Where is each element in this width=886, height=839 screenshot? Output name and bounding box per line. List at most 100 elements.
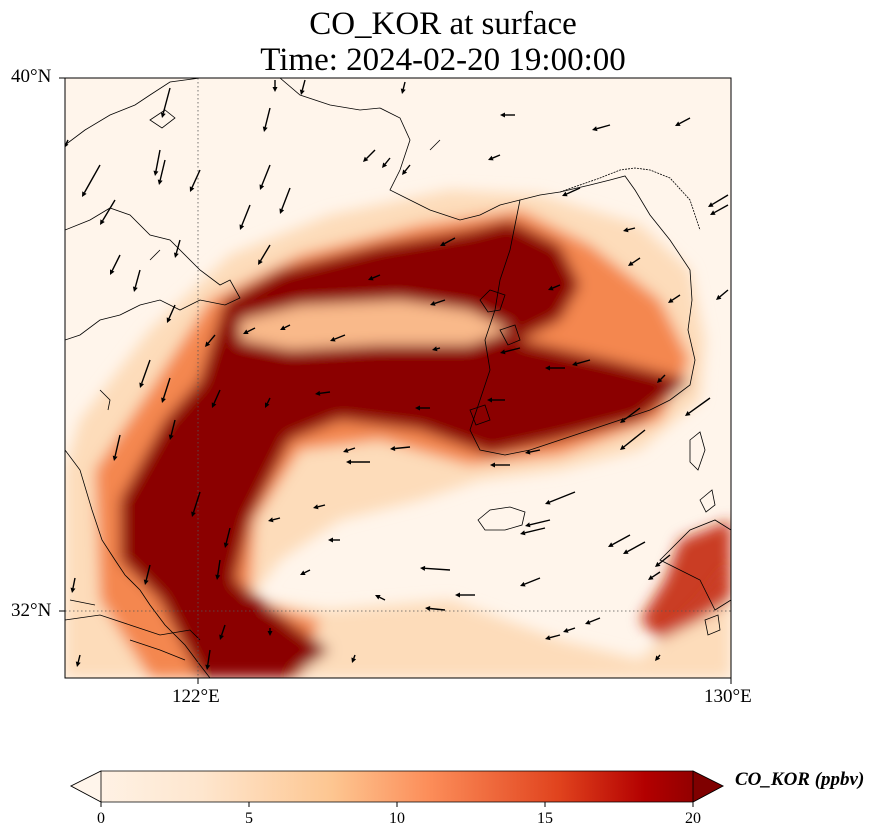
wind-vector [589, 617, 601, 623]
map-subtitle-time: Time: 2024-02-20 19:00:00 [260, 42, 626, 78]
wind-vector-head [346, 459, 351, 465]
wind-vector-head [157, 179, 163, 185]
wind-vector-head [110, 269, 115, 275]
wind-vector [281, 187, 291, 210]
map-frame [64, 77, 732, 679]
wind-vector [159, 159, 166, 181]
wind-vector [168, 304, 176, 319]
lat-tick-32: 32°N [11, 600, 52, 621]
wind-vector [623, 407, 641, 421]
wind-vector [688, 397, 711, 414]
wind-vector-head [191, 511, 196, 517]
wind-vector [65, 139, 69, 144]
wind-vector [225, 527, 231, 544]
wind-vector [660, 374, 666, 380]
wind-vector-head [608, 542, 614, 547]
wind-vector-head [708, 202, 714, 207]
wind-vector-head [363, 156, 369, 162]
wind-vector [101, 199, 116, 222]
wind-vector [192, 491, 201, 513]
wind-vector-head [223, 542, 229, 548]
wind-vector-head [545, 365, 550, 371]
wind-vector [424, 567, 451, 571]
wind-vector-head [657, 377, 663, 383]
wind-vector [217, 559, 221, 576]
wind-vector-head [585, 619, 591, 625]
wind-vector-head [211, 402, 217, 408]
wind-vector-head [313, 504, 319, 510]
wind-vector [266, 397, 271, 404]
wind-vector-head [402, 169, 408, 175]
wind-vector-head [655, 655, 661, 661]
map-title: CO_KOR at surface [309, 6, 577, 42]
wind-vector-head [425, 606, 431, 611]
wind-vector-head [268, 517, 274, 523]
wind-vector [334, 334, 346, 340]
wind-vector [319, 391, 331, 395]
wind-vector-head [267, 631, 273, 636]
wind-vector [402, 81, 406, 90]
wind-vector [596, 124, 611, 130]
wind-vector-head [328, 537, 333, 543]
wind-vector-head [548, 285, 554, 291]
wind-vector [631, 257, 641, 264]
plume-se [640, 520, 731, 640]
wind-vector [317, 504, 326, 508]
wind-vector-head [166, 317, 172, 323]
wind-vector [504, 347, 521, 353]
wind-vector-head [390, 446, 396, 451]
wind-vector-head [400, 88, 406, 94]
wind-vector [529, 449, 541, 453]
wind-vector-head [279, 208, 285, 214]
wind-vector-head [351, 657, 357, 663]
wind-vector [623, 429, 646, 448]
wind-vector-head [168, 434, 174, 440]
wind-vector [549, 491, 576, 503]
wind-vector [241, 204, 251, 226]
wind-vector-head [368, 275, 374, 281]
wind-vector-head [455, 592, 460, 598]
wind-vector-head [545, 635, 551, 641]
wind-vector-head [205, 664, 211, 670]
wind-vector-head [490, 462, 495, 468]
wind-vector [304, 569, 311, 574]
wind-vector-head [710, 210, 716, 215]
wind-vector [492, 154, 501, 159]
wind-vector [77, 654, 81, 663]
wind-vector [111, 254, 121, 271]
wind-vector-head [563, 628, 569, 633]
wind-vector [576, 359, 591, 365]
wind-vector-head [259, 184, 265, 190]
wind-vector [671, 294, 681, 301]
wind-vector-head [82, 191, 87, 197]
wind-vector-head [272, 87, 278, 92]
wind-vector-head [219, 634, 224, 640]
wind-vector [711, 194, 729, 206]
wind-vector-head [215, 574, 221, 580]
wind-vector [444, 237, 456, 245]
wind-vector-head [620, 444, 626, 450]
wind-vector [170, 419, 176, 436]
wind-vector-head [415, 405, 420, 411]
wind-vector-head [173, 252, 179, 258]
wind-vectors [65, 79, 729, 670]
wind-vector-head [648, 575, 654, 580]
wind-vector [207, 334, 216, 344]
wind-vector-head [623, 227, 629, 233]
plume-gap [240, 300, 510, 350]
wind-vector-head [315, 390, 321, 396]
wind-vector-head [70, 587, 76, 593]
wind-vector [627, 541, 646, 553]
colorbar-tick-15: 15 [537, 810, 553, 827]
wind-vector-head [65, 142, 69, 148]
wind-vector [220, 624, 226, 636]
colorbar-tick-20: 20 [685, 810, 701, 827]
wind-vector [272, 517, 281, 521]
wind-vector [141, 359, 151, 384]
lon-tick-122: 122°E [172, 686, 220, 707]
colorbar [70, 770, 724, 807]
wind-vector-head [430, 301, 436, 306]
wind-vector [155, 149, 161, 172]
map-area [65, 78, 731, 678]
wind-vector [191, 169, 201, 188]
